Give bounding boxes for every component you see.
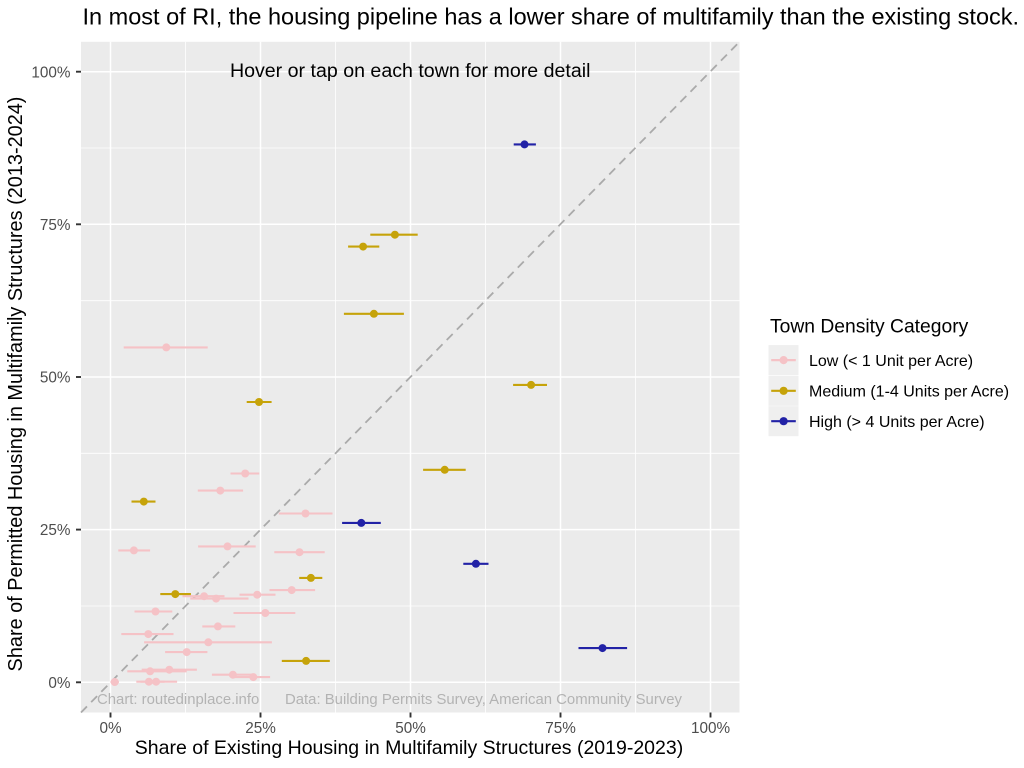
svg-text:75%: 75% <box>545 720 576 737</box>
svg-text:75%: 75% <box>40 217 71 234</box>
svg-text:0%: 0% <box>48 675 71 692</box>
svg-text:25%: 25% <box>245 720 276 737</box>
svg-text:50%: 50% <box>395 720 426 737</box>
svg-text:Medium (1-4 Units per Acre): Medium (1-4 Units per Acre) <box>809 384 1009 401</box>
svg-text:In most of RI, the housing pip: In most of RI, the housing pipeline has … <box>83 4 1020 30</box>
svg-text:25%: 25% <box>40 522 71 539</box>
svg-text:Hover or tap on each town for: Hover or tap on each town for more detai… <box>230 60 591 82</box>
svg-text:Chart: routedinplace.info: Chart: routedinplace.info <box>97 692 259 708</box>
svg-text:High (> 4 Units per Acre): High (> 4 Units per Acre) <box>809 414 985 431</box>
svg-text:Low (< 1 Unit per Acre): Low (< 1 Unit per Acre) <box>809 353 973 370</box>
svg-text:Data: Building Permits Survey,: Data: Building Permits Survey, American … <box>285 692 683 708</box>
svg-text:0%: 0% <box>99 720 122 737</box>
svg-text:100%: 100% <box>31 64 71 81</box>
svg-text:Share of Permitted Housing in: Share of Permitted Housing in Multifamil… <box>5 97 27 672</box>
svg-text:Town Density Category: Town Density Category <box>770 317 969 338</box>
svg-text:100%: 100% <box>691 720 731 737</box>
svg-text:50%: 50% <box>40 370 71 387</box>
svg-text:Share of Existing Housing in M: Share of Existing Housing in Multifamily… <box>135 737 683 759</box>
